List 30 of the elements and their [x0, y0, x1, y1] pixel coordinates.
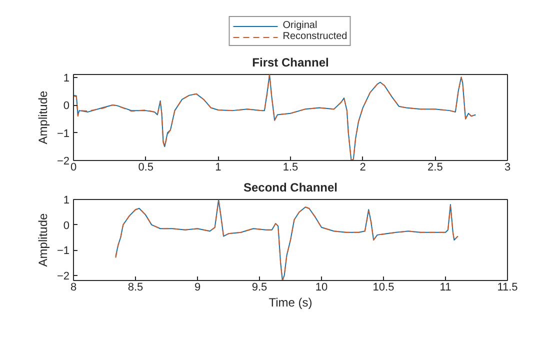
x-tick-label: 1.5 [282, 162, 298, 174]
x-tick-label: 3 [504, 162, 511, 174]
x-tick-label: 10 [315, 282, 328, 294]
x-tick-label: 11 [440, 282, 452, 294]
y-tick-label: 1 [63, 194, 70, 206]
line-series [74, 74, 476, 160]
x-tick-label: 9 [194, 282, 201, 294]
x-axis-title: Time (s) [268, 296, 312, 310]
y-tick-label: −2 [56, 156, 70, 168]
y-tick-label: 0 [63, 220, 70, 232]
y-tick-label: 0 [63, 100, 70, 112]
x-tick-label: 2.5 [428, 162, 443, 174]
y-tick-label: 1 [63, 72, 70, 84]
x-tick-label: 2 [360, 162, 366, 174]
y-tick-label: −1 [56, 128, 70, 140]
x-tick-label: 0.5 [138, 162, 154, 174]
y-tick-label: −2 [56, 270, 70, 282]
y-tick-label: −1 [56, 245, 70, 258]
chart-title: Second Channel [243, 180, 338, 194]
x-tick-label: 10.5 [372, 282, 394, 294]
x-tick-label: 9.5 [252, 282, 268, 294]
y-axis-title: Amplitude [36, 212, 50, 267]
legend-label: Reconstructed [282, 31, 348, 42]
x-tick-label: 1 [215, 162, 222, 174]
legend-label: Original [282, 20, 318, 31]
chart-title: First Channel [252, 56, 329, 70]
x-tick-label: 8 [70, 282, 77, 294]
x-tick-label: 8.5 [128, 282, 144, 294]
x-tick-label: 11.5 [497, 282, 518, 294]
y-axis-title: Amplitude [36, 90, 50, 144]
